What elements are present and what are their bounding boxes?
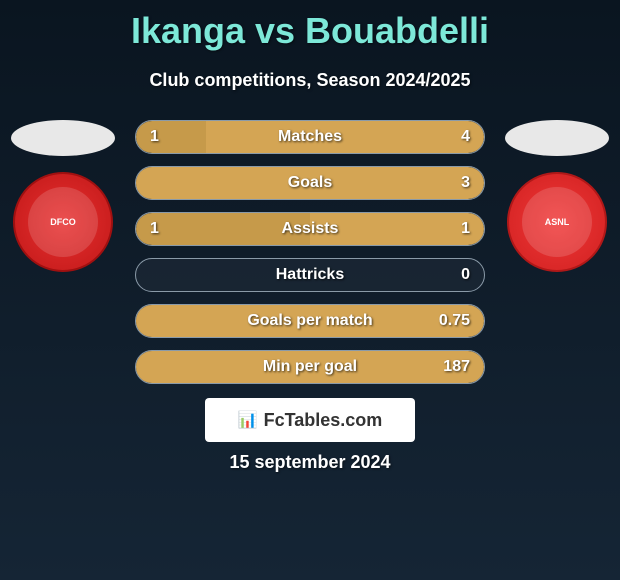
stat-row-min-per-goal: Min per goal 187 — [135, 350, 485, 384]
stat-value-right: 0.75 — [439, 312, 470, 330]
player-right-column: ASNL — [502, 120, 612, 272]
date-label: 15 september 2024 — [0, 452, 620, 473]
stat-row-hattricks: Hattricks 0 — [135, 258, 485, 292]
stat-label: Matches — [136, 128, 484, 146]
player-left-photo — [11, 120, 115, 156]
club-badge-left: DFCO — [13, 172, 113, 272]
stat-label: Goals per match — [136, 312, 484, 330]
stat-label: Goals — [136, 174, 484, 192]
stat-label: Assists — [136, 220, 484, 238]
stat-value-right: 187 — [443, 358, 470, 376]
player-left-column: DFCO — [8, 120, 118, 272]
club-badge-right: ASNL — [507, 172, 607, 272]
brand-label: FcTables.com — [264, 410, 383, 431]
stat-row-goals: Goals 3 — [135, 166, 485, 200]
brand-badge[interactable]: 📊 FcTables.com — [205, 398, 415, 442]
stat-row-assists: 1 Assists 1 — [135, 212, 485, 246]
chart-icon: 📊 — [238, 410, 258, 430]
stat-value-right: 3 — [461, 174, 470, 192]
stats-container: 1 Matches 4 Goals 3 1 Assists 1 Hattrick… — [135, 120, 485, 384]
page-title: Ikanga vs Bouabdelli — [0, 0, 620, 52]
stat-value-right: 0 — [461, 266, 470, 284]
stat-value-right: 4 — [461, 128, 470, 146]
stat-row-goals-per-match: Goals per match 0.75 — [135, 304, 485, 338]
club-abbr-left: DFCO — [28, 187, 98, 257]
page-subtitle: Club competitions, Season 2024/2025 — [0, 70, 620, 91]
stat-label: Min per goal — [136, 358, 484, 376]
player-right-photo — [505, 120, 609, 156]
stat-label: Hattricks — [136, 266, 484, 284]
club-abbr-right: ASNL — [522, 187, 592, 257]
stat-row-matches: 1 Matches 4 — [135, 120, 485, 154]
stat-value-right: 1 — [461, 220, 470, 238]
